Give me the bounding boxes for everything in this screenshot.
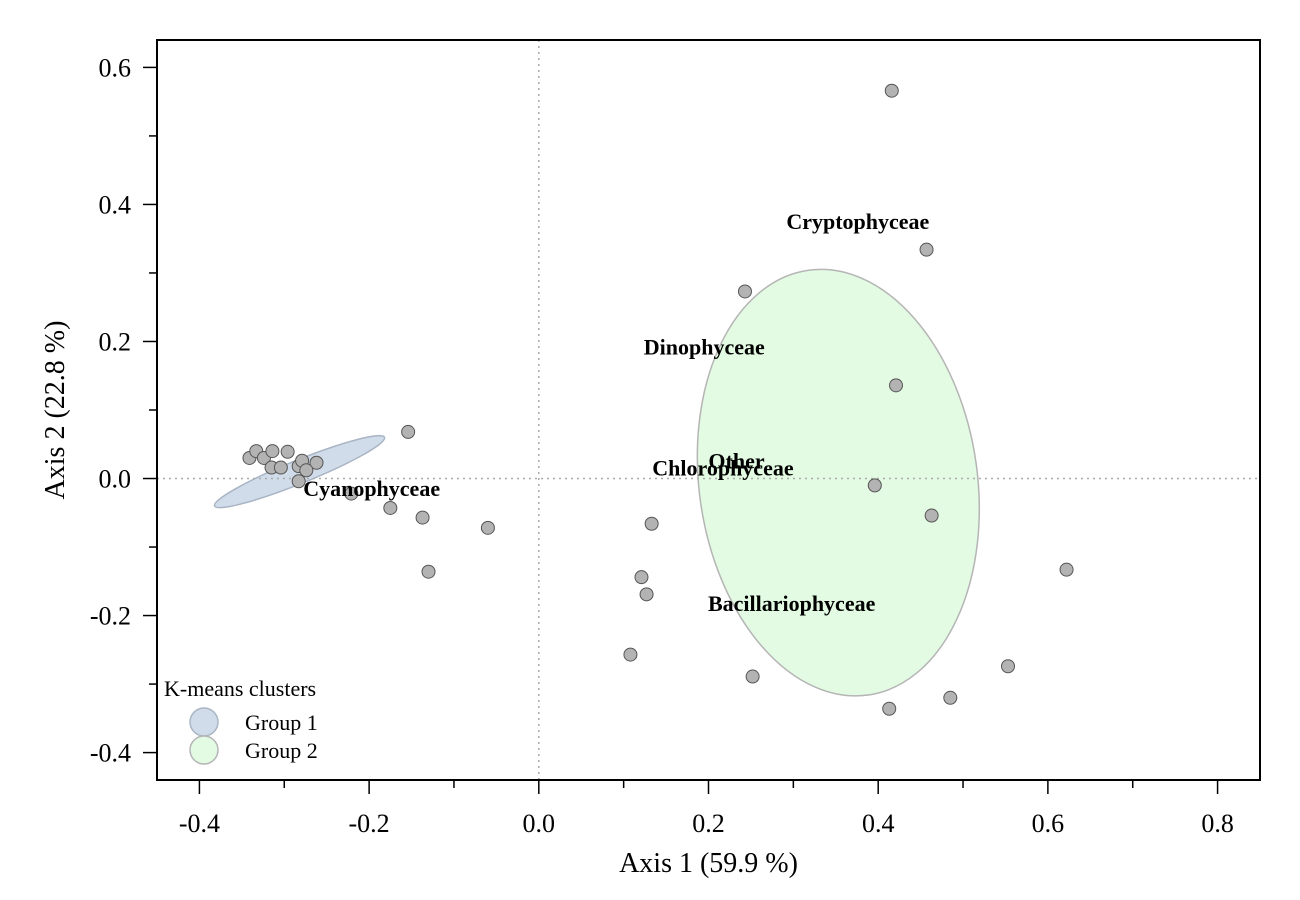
data-point xyxy=(273,460,288,475)
y-tick-label: -0.2 xyxy=(90,602,131,631)
y-axis: -0.4 -0.2 0.0 0.2 0.4 0.6 xyxy=(90,53,157,768)
species-label-chlorophyceae: Chlorophyceae xyxy=(652,456,794,481)
legend-swatch-1 xyxy=(189,707,219,737)
data-point xyxy=(889,378,904,393)
x-tick-label: 0.2 xyxy=(692,809,725,838)
data-point xyxy=(383,500,398,515)
data-point xyxy=(480,520,495,535)
data-point xyxy=(634,570,649,585)
data-point xyxy=(344,486,359,501)
legend: K-means clusters Group 1 Group 2 xyxy=(164,676,318,765)
species-label-cryptophyceae: Cryptophyceae xyxy=(786,209,929,234)
data-point xyxy=(1001,659,1016,674)
y-tick-label: 0.2 xyxy=(99,327,132,356)
x-tick-label: 0.8 xyxy=(1201,809,1234,838)
data-point xyxy=(943,690,958,705)
data-point xyxy=(924,508,939,523)
species-labels: Cryptophyceae Dinophyceae OtherChlorophyce… xyxy=(303,209,929,616)
data-point xyxy=(401,424,416,439)
data-point xyxy=(265,444,280,459)
data-point xyxy=(623,647,638,662)
x-tick-label: 0.6 xyxy=(1032,809,1065,838)
legend-label-1: Group 1 xyxy=(245,710,318,735)
reference-lines xyxy=(157,40,1260,780)
x-tick-label: -0.2 xyxy=(349,809,390,838)
data-point xyxy=(737,284,752,299)
species-label-dinophyceae: Dinophyceae xyxy=(644,334,765,359)
data-point xyxy=(919,242,934,257)
legend-swatch-2 xyxy=(189,735,219,765)
data-point xyxy=(639,587,654,602)
x-tick-label: 0.4 xyxy=(862,809,895,838)
x-tick-label: 0.0 xyxy=(523,809,556,838)
y-tick-label: 0.4 xyxy=(99,190,132,219)
data-point xyxy=(882,701,897,716)
cluster-ellipse-2 xyxy=(696,268,981,697)
data-point xyxy=(884,83,899,98)
y-axis-title: Axis 2 (22.8 %) xyxy=(40,321,71,500)
species-label-bacillariophyceae: Bacillariophyceae xyxy=(708,591,876,616)
y-tick-label: 0.6 xyxy=(99,53,132,82)
species-label-other: Other xyxy=(708,449,764,474)
legend-title: K-means clusters xyxy=(164,676,316,701)
data-point xyxy=(867,478,882,493)
data-point xyxy=(299,463,314,478)
x-axis-title: Axis 1 (59.9 %) xyxy=(619,848,798,879)
data-point xyxy=(280,444,295,459)
legend-label-2: Group 2 xyxy=(245,738,318,763)
species-label-cyanophyceae: Cyanophyceae xyxy=(303,476,440,501)
data-point xyxy=(644,516,659,531)
x-tick-label: -0.4 xyxy=(179,809,220,838)
data-point xyxy=(745,669,760,684)
data-point xyxy=(415,510,430,525)
data-point xyxy=(291,474,306,489)
y-tick-label: -0.4 xyxy=(90,739,131,768)
y-tick-label: 0.0 xyxy=(99,465,132,494)
x-axis: -0.4 -0.2 0.0 0.2 0.4 0.6 0.8 xyxy=(179,780,1234,838)
sample-points xyxy=(242,83,1074,716)
data-point xyxy=(421,564,436,579)
data-point xyxy=(309,455,324,470)
data-point xyxy=(1059,562,1074,577)
